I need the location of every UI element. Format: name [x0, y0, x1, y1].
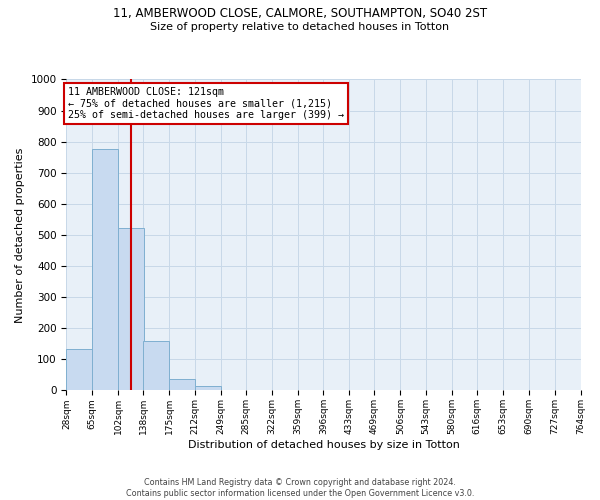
- Bar: [169, 379, 195, 390]
- Text: Contains HM Land Registry data © Crown copyright and database right 2024.
Contai: Contains HM Land Registry data © Crown c…: [126, 478, 474, 498]
- Bar: [143, 341, 169, 390]
- Text: Size of property relative to detached houses in Totton: Size of property relative to detached ho…: [151, 22, 449, 32]
- Text: 11 AMBERWOOD CLOSE: 121sqm
← 75% of detached houses are smaller (1,215)
25% of s: 11 AMBERWOOD CLOSE: 121sqm ← 75% of deta…: [68, 88, 344, 120]
- Bar: [67, 349, 92, 391]
- Text: 11, AMBERWOOD CLOSE, CALMORE, SOUTHAMPTON, SO40 2ST: 11, AMBERWOOD CLOSE, CALMORE, SOUTHAMPTO…: [113, 8, 487, 20]
- Bar: [92, 148, 118, 390]
- Bar: [118, 228, 144, 390]
- X-axis label: Distribution of detached houses by size in Totton: Distribution of detached houses by size …: [188, 440, 460, 450]
- Bar: [195, 386, 221, 390]
- Y-axis label: Number of detached properties: Number of detached properties: [15, 148, 25, 322]
